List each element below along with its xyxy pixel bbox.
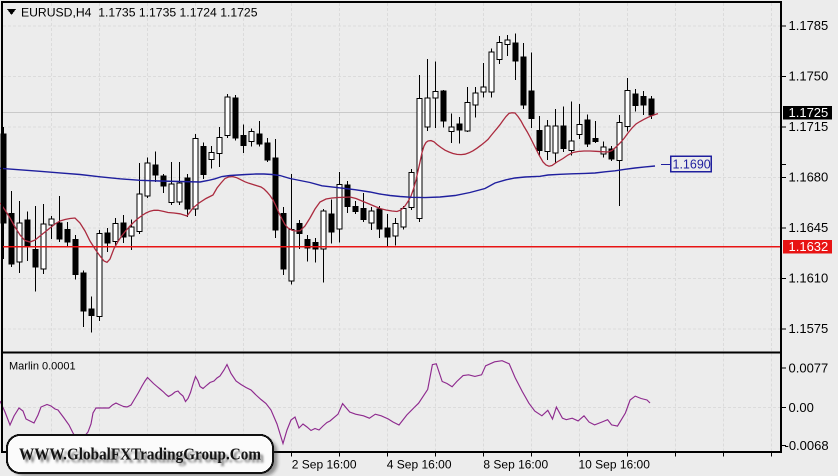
svg-text:1.1680: 1.1680 bbox=[789, 170, 829, 185]
svg-text:4 Sep 16:00: 4 Sep 16:00 bbox=[387, 458, 452, 472]
svg-text:1.1610: 1.1610 bbox=[789, 271, 829, 286]
svg-text:0.0077: 0.0077 bbox=[789, 360, 829, 375]
svg-text:WWW.GlobalFXTradingGroup.Com: WWW.GlobalFXTradingGroup.Com bbox=[19, 445, 261, 464]
svg-text:WWW.GlobalFXTradingGroup.Com: WWW.GlobalFXTradingGroup.Com bbox=[22, 448, 264, 467]
svg-text:0.00: 0.00 bbox=[789, 400, 814, 415]
svg-text:10 Sep 16:00: 10 Sep 16:00 bbox=[579, 458, 651, 472]
svg-text:EURUSD,H4 1.1735 1.1735 1.172: EURUSD,H4 1.1735 1.1735 1.1724 1.1725 bbox=[21, 6, 258, 20]
svg-text:1.1575: 1.1575 bbox=[789, 321, 829, 336]
svg-text:1.1785: 1.1785 bbox=[789, 18, 829, 33]
svg-text:1.1645: 1.1645 bbox=[789, 220, 829, 235]
svg-text:1.1690: 1.1690 bbox=[673, 158, 711, 172]
svg-text:-0.0068: -0.0068 bbox=[785, 438, 829, 453]
svg-text:1.1725: 1.1725 bbox=[789, 105, 829, 120]
svg-text:Marlin 0.0001: Marlin 0.0001 bbox=[9, 361, 76, 373]
svg-text:1.1632: 1.1632 bbox=[789, 239, 829, 254]
svg-text:2 Sep 16:00: 2 Sep 16:00 bbox=[292, 458, 357, 472]
svg-text:1.1715: 1.1715 bbox=[789, 119, 829, 134]
svg-text:1.1750: 1.1750 bbox=[789, 69, 829, 84]
svg-text:8 Sep 16:00: 8 Sep 16:00 bbox=[483, 458, 548, 472]
